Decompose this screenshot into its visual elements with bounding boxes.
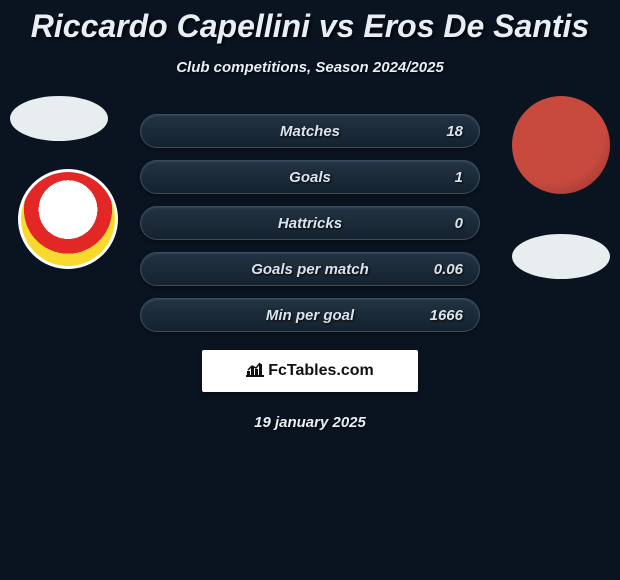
subtitle: Club competitions, Season 2024/2025	[0, 59, 620, 76]
brand-badge[interactable]: FcTables.com	[202, 350, 418, 392]
player-left-club-logo	[18, 169, 118, 269]
stat-label: Goals per match	[141, 261, 479, 278]
stat-row-goals-per-match: Goals per match 0.06	[140, 252, 480, 286]
player-left-avatar	[10, 96, 108, 141]
stat-value-right: 18	[446, 123, 463, 140]
brand-text: FcTables.com	[268, 362, 374, 380]
stat-value-right: 1	[455, 169, 463, 186]
stat-value-right: 0.06	[434, 261, 463, 278]
stat-label: Hattricks	[141, 215, 479, 232]
stat-row-hattricks: Hattricks 0	[140, 206, 480, 240]
stat-row-matches: Matches 18	[140, 114, 480, 148]
player-right-avatar	[512, 96, 610, 194]
page-title: Riccardo Capellini vs Eros De Santis	[0, 0, 620, 45]
stat-label: Goals	[141, 169, 479, 186]
player-right-club-logo	[512, 234, 610, 279]
stat-value-right: 1666	[430, 307, 463, 324]
stat-row-goals: Goals 1	[140, 160, 480, 194]
stat-value-right: 0	[455, 215, 463, 232]
stat-row-min-per-goal: Min per goal 1666	[140, 298, 480, 332]
stat-label: Matches	[141, 123, 479, 140]
stats-container: Matches 18 Goals 1 Hattricks 0 Goals per…	[0, 114, 620, 431]
stat-label: Min per goal	[141, 307, 479, 324]
chart-icon	[246, 361, 264, 382]
date-label: 19 january 2025	[0, 414, 620, 431]
